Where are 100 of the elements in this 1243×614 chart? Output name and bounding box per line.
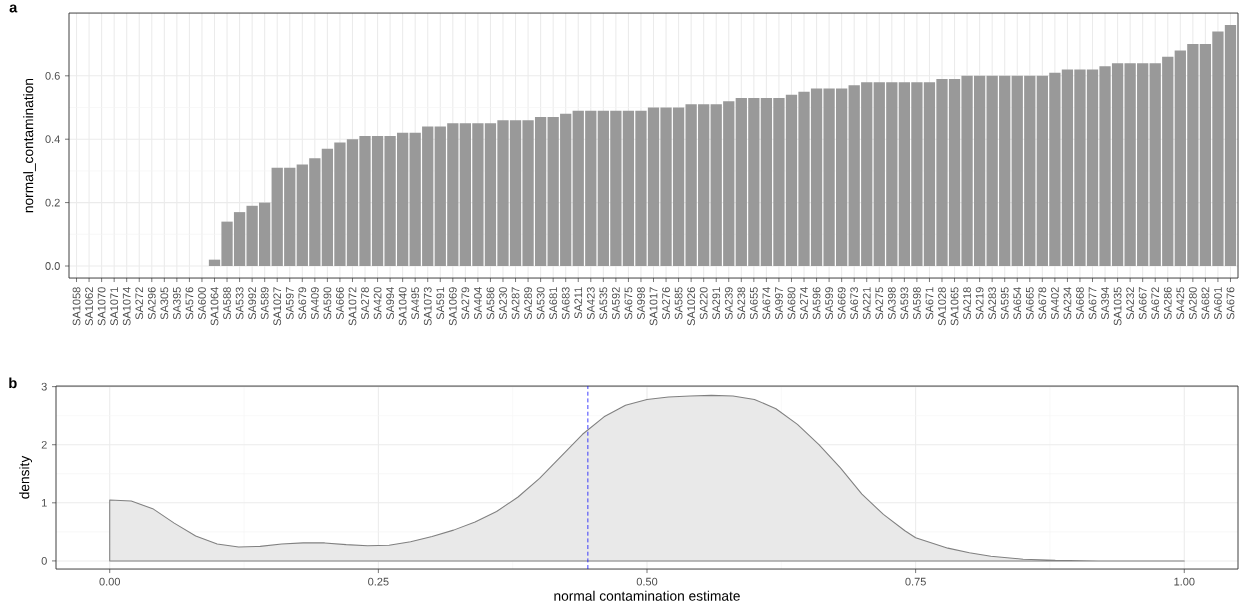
x-tick-label: SA590 xyxy=(323,287,332,320)
x-tick-label: SA1064 xyxy=(210,287,219,326)
y-tick-label: 0.4 xyxy=(45,135,60,144)
x-tick-label: SA601 xyxy=(1214,287,1222,320)
x-tick-label: SA679 xyxy=(298,287,307,320)
x-tick-label: SA676 xyxy=(1226,287,1235,320)
x-tick-label: SA398 xyxy=(887,287,896,320)
x-tick-label: SA1028 xyxy=(938,287,946,326)
x-tick-label: SA677 xyxy=(1088,287,1097,320)
x-tick-label: SA992 xyxy=(248,287,257,320)
x-tick-label: SA291 xyxy=(712,287,721,320)
x-tick-label: SA595 xyxy=(1000,287,1009,320)
x-tick-label: SA1040 xyxy=(398,287,407,326)
x-tick-label: 0.50 xyxy=(636,577,658,586)
x-tick-label: SA994 xyxy=(386,287,394,320)
y-tick-label: 2 xyxy=(41,440,47,449)
x-tick-label: SA425 xyxy=(1176,287,1185,320)
x-tick-label: SA1073 xyxy=(423,287,432,326)
x-tick-label: SA535 xyxy=(599,287,608,320)
x-tick-label: SA675 xyxy=(624,287,633,320)
x-tick-label: SA1074 xyxy=(122,287,131,326)
x-tick-label: SA409 xyxy=(310,287,319,320)
x-tick-label: SA998 xyxy=(637,287,645,320)
x-tick-label: SA589 xyxy=(260,287,269,320)
x-tick-label: SA666 xyxy=(336,287,344,320)
x-tick-label: SA286 xyxy=(1163,287,1172,320)
x-tick-label: SA600 xyxy=(198,287,206,320)
x-tick-label: SA395 xyxy=(172,287,181,320)
x-tick-label: SA278 xyxy=(361,287,369,320)
x-tick-label: SA667 xyxy=(1138,287,1147,320)
x-tick-label: 1.00 xyxy=(1174,577,1195,586)
y-tick-label: 0.2 xyxy=(45,198,60,207)
x-tick-label: SA402 xyxy=(1050,287,1059,320)
x-tick-label: SA586 xyxy=(486,287,495,320)
x-tick-label: SA275 xyxy=(875,287,884,320)
x-tick-label: SA681 xyxy=(549,287,558,320)
x-tick-label: 0.00 xyxy=(99,577,121,586)
x-tick-label: SA596 xyxy=(812,287,821,320)
x-tick-label: SA220 xyxy=(699,287,708,320)
x-tick-label: SA599 xyxy=(825,287,833,320)
x-tick-label: SA296 xyxy=(147,287,156,320)
x-tick-label: SA1035 xyxy=(1113,287,1122,326)
x-tick-label: SA287 xyxy=(511,287,520,320)
x-tick-label: SA495 xyxy=(411,287,420,320)
x-tick-label: SA683 xyxy=(561,287,570,320)
y-tick-label: 0 xyxy=(41,557,47,565)
y-tick-label: 1 xyxy=(42,499,47,507)
x-tick-label: SA593 xyxy=(900,287,909,320)
x-tick-label: SA230 xyxy=(499,287,507,320)
chart-title: b xyxy=(9,377,17,389)
x-tick-label: SA680 xyxy=(787,287,796,320)
x-tick-label: SA1069 xyxy=(448,287,457,326)
x-tick-label: SA1072 xyxy=(348,287,357,326)
x-tick-label: SA1062 xyxy=(85,287,93,326)
x-tick-label: SA585 xyxy=(674,287,683,320)
x-tick-label: SA668 xyxy=(1076,287,1084,320)
x-tick-label: SA404 xyxy=(474,287,482,320)
chart-title: a xyxy=(9,4,18,13)
x-tick-label: SA239 xyxy=(724,287,733,320)
x-tick-label: SA592 xyxy=(611,287,620,320)
x-tick-label: SA420 xyxy=(373,287,382,320)
y-axis-title: density xyxy=(19,455,33,499)
x-tick-label: SA1017 xyxy=(649,287,658,326)
x-tick-label: SA678 xyxy=(1038,287,1047,320)
x-tick-label: SA234 xyxy=(1063,287,1072,320)
x-tick-label: SA654 xyxy=(1013,287,1022,320)
x-tick-label: SA672 xyxy=(1151,287,1160,320)
x-tick-label: SA283 xyxy=(988,287,997,320)
x-tick-label: SA673 xyxy=(850,287,859,320)
y-tick-label: 0.6 xyxy=(45,71,60,80)
x-tick-label: SA665 xyxy=(1025,287,1034,320)
x-tick-label: SA274 xyxy=(800,287,808,320)
x-tick-label: SA232 xyxy=(1126,287,1135,320)
x-tick-label: SA280 xyxy=(1188,287,1197,320)
x-tick-label: SA1027 xyxy=(273,287,282,326)
x-tick-label: SA1065 xyxy=(950,287,959,326)
x-tick-label: SA576 xyxy=(185,287,194,320)
x-tick-label: SA598 xyxy=(913,287,921,320)
x-tick-label: SA530 xyxy=(536,287,545,320)
x-tick-label: SA674 xyxy=(762,287,771,320)
x-tick-label: SA1058 xyxy=(72,287,81,326)
y-tick-label: 3 xyxy=(41,382,47,391)
x-tick-label: SA276 xyxy=(662,287,670,320)
x-tick-label: SA1071 xyxy=(110,287,119,326)
x-tick-label: SA1026 xyxy=(687,287,696,326)
y-tick-label: 0.0 xyxy=(45,262,60,270)
x-tick-label: SA305 xyxy=(160,287,169,320)
x-tick-label: SA682 xyxy=(1201,287,1210,320)
x-tick-label: SA671 xyxy=(925,287,934,320)
x-tick-label: SA272 xyxy=(135,287,144,320)
x-tick-label: SA279 xyxy=(461,287,470,320)
x-tick-label: 0.25 xyxy=(368,577,389,586)
x-tick-label: SA238 xyxy=(737,287,746,320)
x-tick-label: SA533 xyxy=(235,287,244,320)
x-tick-label: SA423 xyxy=(586,287,595,320)
x-axis-title: normal contamination estimate xyxy=(554,590,740,601)
y-axis-title: normal_contamination xyxy=(23,78,36,213)
x-tick-label: SA597 xyxy=(285,287,294,320)
x-tick-label: SA219 xyxy=(975,287,984,320)
x-tick-label: SA1070 xyxy=(97,287,106,326)
